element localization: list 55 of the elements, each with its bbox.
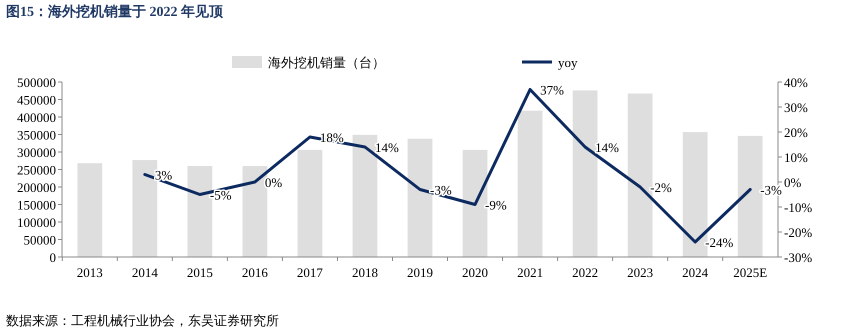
y-tick-label: 50000 bbox=[24, 232, 56, 248]
x-tick-label: 2025E bbox=[733, 265, 768, 280]
bar bbox=[77, 163, 102, 257]
y2-tick-label: 10% bbox=[784, 150, 808, 165]
legend-label: 海外挖机销量（台） bbox=[268, 55, 385, 70]
data-label: -24% bbox=[705, 235, 734, 250]
data-label: 37% bbox=[540, 82, 564, 98]
x-tick-label: 2022 bbox=[572, 265, 598, 280]
x-tick-label: 2024 bbox=[682, 265, 709, 280]
bar bbox=[132, 160, 158, 257]
y2-tick-label: -20% bbox=[784, 225, 812, 240]
x-tick-label: 2019 bbox=[407, 265, 433, 280]
chart-title: 图15：海外挖机销量于 2022 年见顶 bbox=[6, 4, 224, 20]
data-label: 14% bbox=[374, 140, 399, 155]
data-label: -9% bbox=[485, 198, 507, 212]
y-tick-label: 0 bbox=[50, 250, 56, 265]
data-label: 0% bbox=[264, 175, 282, 190]
y-tick-label: 300000 bbox=[17, 145, 56, 160]
y2-tick-label: 40% bbox=[784, 75, 808, 90]
y-tick-label: 200000 bbox=[17, 180, 56, 195]
y2-tick-label: 20% bbox=[784, 125, 808, 140]
x-tick-label: 2018 bbox=[352, 265, 378, 280]
data-label: -2% bbox=[650, 180, 672, 195]
bar bbox=[408, 138, 432, 257]
x-tick-label: 2013 bbox=[76, 265, 103, 280]
data-label: 3% bbox=[154, 168, 172, 182]
y-tick-label: 100000 bbox=[17, 215, 56, 230]
x-tick-label: 2017 bbox=[296, 265, 324, 280]
bar bbox=[352, 134, 378, 257]
y-tick-label: 500000 bbox=[17, 75, 56, 90]
y2-tick-label: -30% bbox=[784, 250, 812, 265]
y-tick-label: 150000 bbox=[17, 198, 56, 212]
bar bbox=[518, 110, 542, 257]
legend-label: yoy bbox=[558, 55, 578, 70]
x-tick-label: 2023 bbox=[627, 265, 654, 280]
y-tick-label: 450000 bbox=[17, 92, 56, 108]
bar bbox=[462, 150, 488, 257]
y-tick-label: 400000 bbox=[17, 110, 56, 125]
y-tick-label: 250000 bbox=[17, 162, 56, 178]
source-note: 数据来源：工程机械行业协会，东吴证券研究所 bbox=[6, 313, 279, 328]
y2-tick-label: 0% bbox=[784, 175, 802, 190]
y2-tick-label: 30% bbox=[784, 100, 808, 115]
data-label: -3% bbox=[430, 182, 452, 198]
x-tick-label: 2021 bbox=[517, 265, 544, 280]
data-label: -5% bbox=[210, 188, 232, 202]
bar bbox=[572, 90, 598, 257]
bar bbox=[298, 150, 322, 257]
x-tick-label: 2016 bbox=[242, 265, 268, 280]
data-label: 14% bbox=[595, 140, 620, 155]
data-label: -3% bbox=[760, 182, 782, 198]
y2-tick-label: -10% bbox=[784, 200, 812, 215]
y-tick-label: 350000 bbox=[17, 128, 56, 142]
x-tick-label: 2020 bbox=[462, 265, 488, 280]
x-tick-label: 2015 bbox=[186, 265, 213, 280]
x-tick-label: 2014 bbox=[132, 265, 158, 280]
